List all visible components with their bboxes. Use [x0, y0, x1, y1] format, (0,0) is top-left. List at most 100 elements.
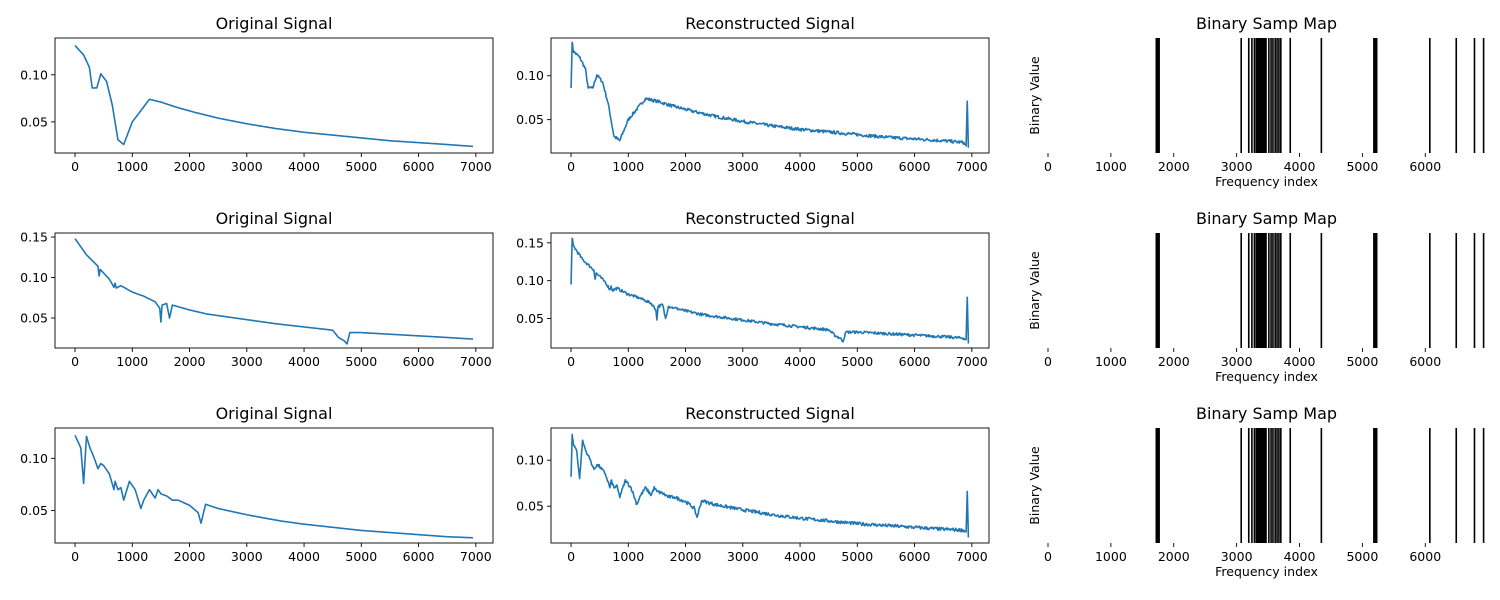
row1-map-xtick-label: 6000: [1409, 159, 1441, 174]
row3-reconstructed-xtick-label: 1000: [612, 549, 644, 564]
row1-original-xtick-label: 7000: [460, 159, 492, 174]
row3-map-sample-bar: [1276, 428, 1278, 543]
row2-map-xtick-label: 5000: [1346, 354, 1378, 369]
row3-map-sample-bar: [1278, 428, 1280, 543]
row1-map-sample-bar: [1289, 38, 1292, 153]
row3-map-sample-bar: [1473, 428, 1476, 543]
row3-map-xtick-label: 1000: [1095, 549, 1127, 564]
row3-original-xtick-label: 2000: [174, 549, 206, 564]
row1-reconstructed-xtick-label: 7000: [956, 159, 988, 174]
row1-map-sample-bar: [1155, 38, 1160, 153]
row1-reconstructed-frame: [550, 37, 990, 154]
row1-original-xtick-label: 1000: [116, 159, 148, 174]
row2-reconstructed-series-line: [570, 237, 970, 344]
row3-map-sample-bar: [1373, 428, 1378, 543]
row2-map-sample-bar: [1270, 233, 1272, 348]
row3-map-sample-bar: [1274, 428, 1276, 543]
row3-map-sample-bar: [1482, 428, 1485, 543]
row2-original-xtick-label: 5000: [345, 354, 377, 369]
row1-reconstructed-xtick-label: 5000: [841, 159, 873, 174]
row2-original-xtick-label: 7000: [460, 354, 492, 369]
row2-map-sample-bar: [1272, 233, 1274, 348]
row3-reconstructed-ytick-label: 0.05: [516, 499, 544, 514]
row1-map-sample-bar: [1455, 38, 1458, 153]
row3-map-xlabel: Frequency index: [1215, 564, 1318, 579]
row1-original-xtick-label: 6000: [403, 159, 435, 174]
row1-reconstructed-series-line: [570, 41, 970, 148]
row3-map-xtick-label: 3000: [1221, 549, 1253, 564]
row1-map-sample-bar: [1251, 38, 1253, 153]
row2-map-sample-bar: [1268, 233, 1270, 348]
row1-original-frame: [54, 37, 494, 154]
row1-map-xtick-label: 0: [1044, 159, 1052, 174]
row1-map-xtick-label: 2000: [1158, 159, 1190, 174]
row2-map-sample-bar: [1482, 233, 1485, 348]
row3-map-sample-bar: [1268, 428, 1270, 543]
row3-map-xtick-label: 4000: [1284, 549, 1316, 564]
row1-reconstructed-title: Reconstructed Signal: [685, 14, 855, 33]
row1-map-sample-bar: [1240, 38, 1243, 153]
row1-map-sample-bar: [1429, 38, 1431, 153]
row1-map-sample-bar: [1255, 38, 1267, 153]
row2-map-sample-bar: [1473, 233, 1476, 348]
row2-map-sample-bar: [1255, 233, 1267, 348]
row1-map-title: Binary Samp Map: [1196, 14, 1337, 33]
row1-original-title: Original Signal: [216, 14, 333, 33]
row1-reconstructed-xtick-label: 6000: [899, 159, 931, 174]
row1-map-xtick-label: 4000: [1284, 159, 1316, 174]
row2-map-sample-bar: [1320, 233, 1323, 348]
row3-map-sample-bar: [1255, 428, 1267, 543]
row2-map-xlabel: Frequency index: [1215, 369, 1318, 384]
row2-reconstructed-xtick-label: 7000: [956, 354, 988, 369]
row2-original-ytick-label: 0.10: [20, 270, 48, 285]
row1-map-sample-bar: [1268, 38, 1270, 153]
row3-map-sample-bar: [1155, 428, 1160, 543]
row3-reconstructed-xtick-label: 5000: [841, 549, 873, 564]
row2-map-xtick-label: 0: [1044, 354, 1052, 369]
row1-map-sample-bar: [1280, 38, 1282, 153]
row2-map-sample-bar: [1155, 233, 1160, 348]
row2-map-xtick-label: 4000: [1284, 354, 1316, 369]
row3-map-title: Binary Samp Map: [1196, 404, 1337, 423]
row2-map-sample-bar: [1455, 233, 1458, 348]
row2-reconstructed-frame: [550, 232, 990, 349]
row2-original-xtick-label: 1000: [116, 354, 148, 369]
row2-reconstructed-ytick-label: 0.15: [516, 235, 544, 250]
row1-map-xtick-label: 1000: [1095, 159, 1127, 174]
row3-map-sample-bar: [1280, 428, 1282, 543]
row3-reconstructed-xtick-label: 2000: [670, 549, 702, 564]
row1-map-sample-bar: [1473, 38, 1476, 153]
row2-map-sample-bar: [1274, 233, 1276, 348]
row1-reconstructed-xtick-label: 3000: [727, 159, 759, 174]
row2-reconstructed-xtick-label: 5000: [841, 354, 873, 369]
row2-reconstructed-title: Reconstructed Signal: [685, 209, 855, 228]
row1-reconstructed-xtick-label: 4000: [784, 159, 816, 174]
row3-map-xtick-label: 6000: [1409, 549, 1441, 564]
row1-map-sample-bar: [1276, 38, 1278, 153]
row3-original-xtick-label: 0: [71, 549, 79, 564]
row1-map-sample-bar: [1253, 38, 1256, 153]
row2-map-sample-bar: [1278, 233, 1280, 348]
row3-original-xtick-label: 7000: [460, 549, 492, 564]
row3-map-sample-bar: [1289, 428, 1292, 543]
row2-original-xtick-label: 2000: [174, 354, 206, 369]
row3-reconstructed-series-line: [570, 433, 970, 538]
row2-map-xtick-label: 2000: [1158, 354, 1190, 369]
row2-original-xtick-label: 4000: [288, 354, 320, 369]
row3-original-xtick-label: 5000: [345, 549, 377, 564]
row2-map-ylabel: Binary Value: [1027, 251, 1042, 330]
row2-original-xtick-label: 3000: [231, 354, 263, 369]
row3-reconstructed-title: Reconstructed Signal: [685, 404, 855, 423]
row2-map-xtick-label: 1000: [1095, 354, 1127, 369]
row2-reconstructed-xtick-label: 2000: [670, 354, 702, 369]
row2-original-frame: [54, 232, 494, 349]
row2-original-xtick-label: 0: [71, 354, 79, 369]
row2-reconstructed-xtick-label: 3000: [727, 354, 759, 369]
row1-original-ytick-label: 0.10: [20, 67, 48, 82]
row2-original-ytick-label: 0.15: [20, 230, 48, 245]
row3-reconstructed-xtick-label: 3000: [727, 549, 759, 564]
row2-original-series-line: [74, 238, 474, 345]
row1-map-sample-bar: [1373, 38, 1378, 153]
row2-map-xtick-label: 3000: [1221, 354, 1253, 369]
